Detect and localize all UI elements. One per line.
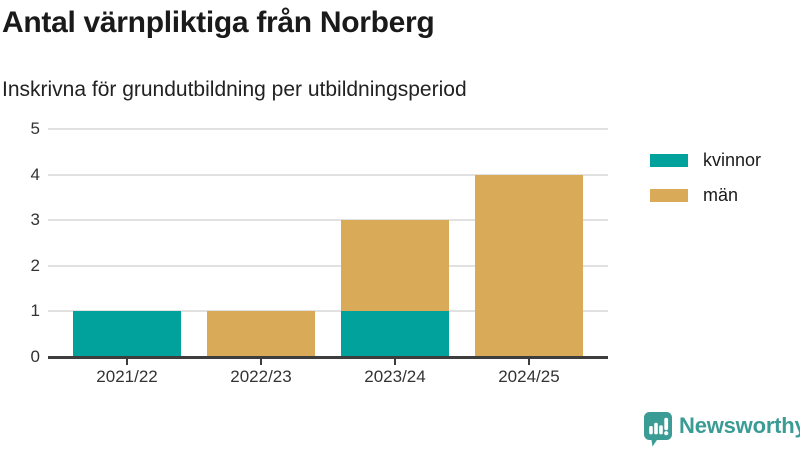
bar-män-2023/24 bbox=[341, 220, 449, 312]
chart-subtitle: Inskrivna för grundutbildning per utbild… bbox=[2, 78, 467, 101]
legend-item-man: män bbox=[650, 185, 761, 206]
legend-swatch-kvinnor bbox=[650, 154, 688, 167]
y-axis-tick-label: 0 bbox=[30, 347, 40, 366]
bar-kvinnor-2021/22 bbox=[73, 311, 181, 357]
bar-chart-speech-bubble-icon bbox=[644, 412, 672, 447]
x-axis-tick bbox=[126, 358, 129, 365]
x-axis-category-label: 2022/23 bbox=[230, 367, 292, 386]
gridline-y-1 bbox=[48, 310, 608, 313]
x-axis-tick bbox=[527, 358, 530, 365]
x-axis-category-label: 2021/22 bbox=[96, 367, 158, 386]
bar-kvinnor-2023/24 bbox=[341, 311, 449, 357]
x-axis-category-label: 2023/24 bbox=[364, 367, 426, 386]
legend-label-kvinnor: kvinnor bbox=[703, 150, 762, 170]
gridline-y-4 bbox=[48, 173, 608, 176]
y-axis-tick-label: 1 bbox=[30, 301, 40, 321]
y-axis-tick-label: 2 bbox=[30, 255, 40, 275]
gridline-y-5 bbox=[48, 128, 608, 130]
gridline-y-2 bbox=[48, 264, 608, 267]
bar-män-2024/25 bbox=[475, 174, 583, 357]
bar-män-2022/23 bbox=[207, 311, 315, 357]
legend-swatch-man bbox=[650, 189, 688, 202]
x-axis-tick bbox=[393, 358, 396, 365]
legend: kvinnor män bbox=[650, 150, 761, 220]
x-axis-line bbox=[48, 355, 608, 359]
legend-item-kvinnor: kvinnor bbox=[650, 150, 761, 171]
x-axis-tick bbox=[260, 358, 262, 365]
legend-label-man: män bbox=[703, 185, 739, 205]
chart-title: Antal värnpliktiga från Norberg bbox=[2, 6, 435, 39]
brand-name: Newsworthy bbox=[679, 413, 800, 438]
newsworthy-logo: Newsworthy bbox=[644, 412, 800, 447]
y-axis-tick-label: 5 bbox=[30, 119, 40, 138]
y-axis-tick-label: 4 bbox=[30, 164, 40, 184]
gridline-y-3 bbox=[48, 219, 608, 222]
x-axis-category-label: 2024/25 bbox=[498, 367, 560, 386]
y-axis-tick-label: 3 bbox=[30, 210, 40, 230]
